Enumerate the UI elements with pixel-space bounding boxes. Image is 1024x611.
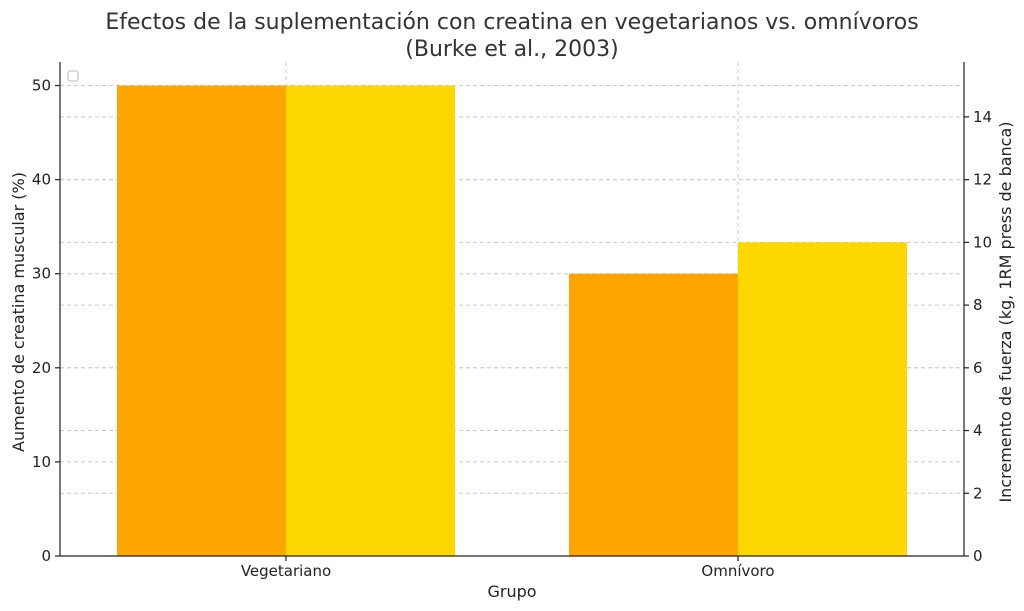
bar: [117, 85, 286, 557]
y2-tick-label: 0: [973, 547, 983, 565]
y2-tick-label: 14: [973, 108, 992, 126]
y2-tick-label: 6: [973, 359, 983, 377]
axes: [55, 62, 969, 561]
y2-axis-label: Incremento de fuerza (kg, 1RM press de b…: [996, 121, 1015, 502]
legend-box: [67, 70, 79, 82]
bar: [569, 273, 738, 556]
x-tick-label: Omnívoro: [701, 562, 774, 580]
y-tick-label: 20: [32, 359, 51, 377]
bar: [286, 85, 455, 557]
y-tick-label: 10: [32, 453, 51, 471]
bars: [117, 85, 907, 557]
y-tick-label: 40: [32, 171, 51, 189]
x-axis-label: Grupo: [487, 582, 536, 601]
y2-tick-label: 2: [973, 484, 983, 502]
tick-labels: 0 10 20 30 40 50 0 2 4 6 8 10 12 14 Vegetariano Omnívor…: [32, 77, 992, 580]
chart-title: Efectos de la suplementación con creatin…: [105, 10, 918, 35]
y2-tick-label: 12: [973, 171, 992, 189]
y2-tick-label: 10: [973, 233, 992, 251]
y-tick-label: 0: [41, 547, 51, 565]
bar: [738, 242, 907, 556]
y-tick-label: 50: [32, 77, 51, 95]
x-tick-label: Vegetariano: [241, 562, 331, 580]
y-axis-label: Aumento de creatina muscular (%): [9, 172, 28, 452]
y2-tick-label: 8: [973, 296, 983, 314]
y2-tick-label: 4: [973, 422, 983, 440]
y-tick-label: 30: [32, 265, 51, 283]
chart-subtitle: (Burke et al., 2003): [405, 37, 618, 62]
